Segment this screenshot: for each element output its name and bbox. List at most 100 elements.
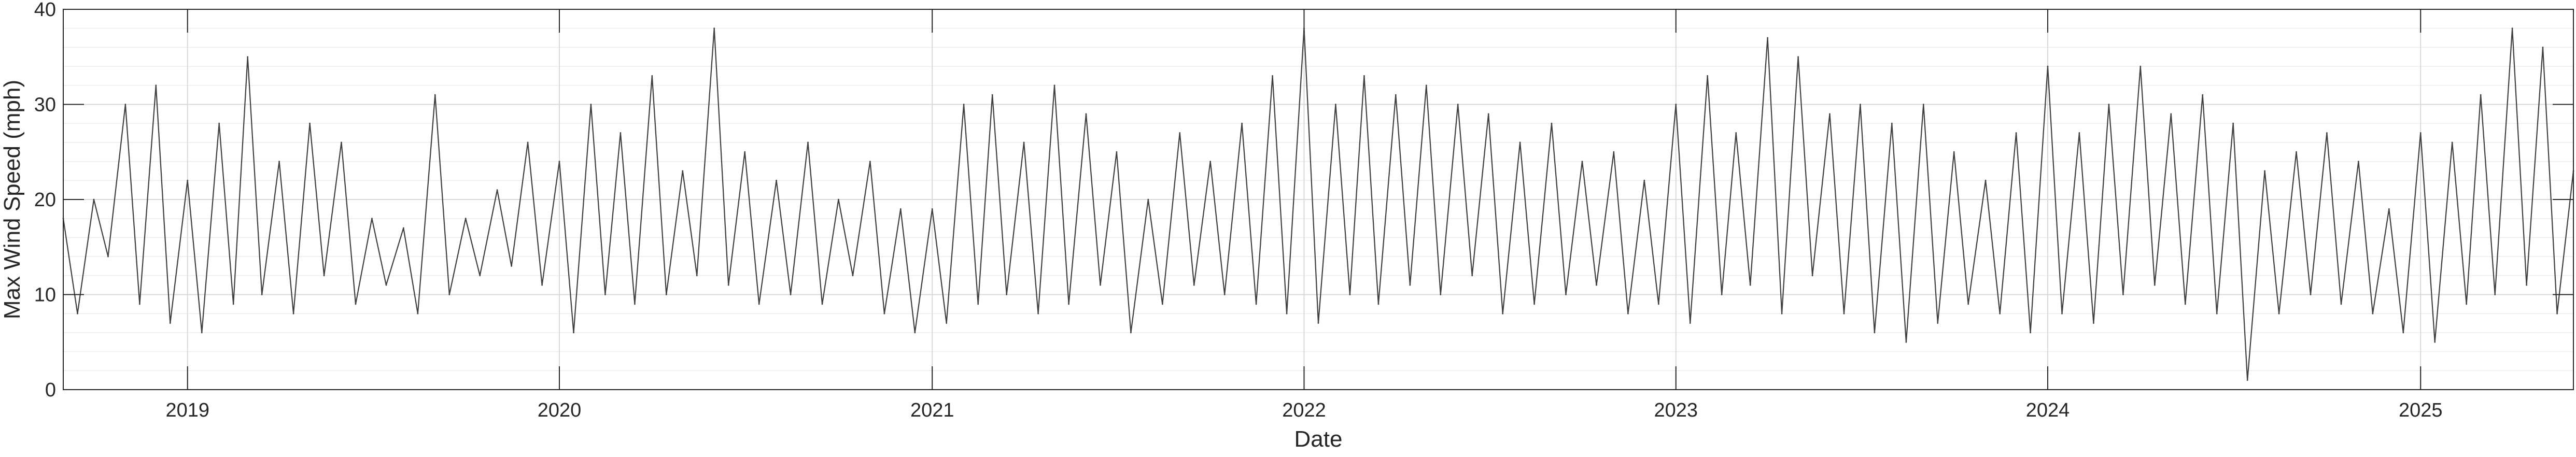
data-point — [1860, 104, 1861, 105]
data-point — [541, 284, 543, 286]
data-point — [776, 179, 777, 181]
data-point — [1286, 312, 1288, 315]
data-point — [77, 312, 78, 315]
data-point — [1241, 122, 1243, 124]
data-point — [931, 208, 933, 210]
x-tick-label: 2025 — [2399, 399, 2443, 421]
x-tick-label: 2021 — [910, 399, 954, 421]
data-point — [2451, 141, 2453, 144]
data-point — [1874, 332, 1876, 334]
data-point — [1053, 84, 1055, 87]
data-point — [2296, 151, 2297, 153]
data-point — [2372, 312, 2374, 315]
data-point — [309, 122, 311, 124]
data-point — [1551, 122, 1553, 124]
data-point — [247, 56, 249, 58]
data-point — [558, 161, 560, 162]
data-point — [1255, 303, 1257, 305]
data-point — [807, 141, 809, 144]
data-point — [1596, 284, 1597, 286]
data-point — [696, 275, 698, 277]
data-point — [385, 284, 387, 286]
data-point — [2153, 284, 2156, 286]
data-point — [2494, 294, 2496, 295]
y-tick-label: 10 — [34, 284, 56, 306]
data-point — [2232, 122, 2234, 124]
data-point — [1440, 294, 1442, 295]
data-point — [479, 275, 481, 277]
data-point — [1953, 151, 1955, 153]
data-point — [1023, 141, 1025, 144]
data-point — [417, 312, 419, 315]
data-point — [1100, 284, 1101, 286]
data-point — [1487, 113, 1489, 115]
data-point — [2216, 312, 2218, 315]
x-tick-label: 2019 — [165, 399, 209, 421]
data-point — [292, 312, 294, 315]
data-point — [758, 303, 760, 305]
data-point — [991, 94, 993, 96]
data-point — [1767, 37, 1769, 39]
data-point — [1409, 284, 1411, 286]
data-point — [1581, 161, 1583, 162]
data-point — [2139, 65, 2142, 67]
data-point — [2184, 303, 2186, 305]
x-tick-label: 2020 — [538, 399, 582, 421]
data-point — [2388, 208, 2390, 210]
data-point — [1657, 303, 1659, 305]
data-point — [883, 312, 885, 315]
x-tick-label: 2023 — [1654, 399, 1698, 421]
data-point — [124, 104, 126, 105]
data-point — [138, 303, 140, 305]
data-point — [1811, 275, 1813, 277]
data-point — [1519, 141, 1521, 144]
data-point — [899, 208, 902, 210]
data-point — [2202, 94, 2204, 96]
data-point — [1147, 198, 1149, 201]
data-point — [371, 218, 373, 220]
data-point — [946, 322, 948, 324]
data-point — [1613, 151, 1615, 153]
data-point — [2402, 332, 2404, 334]
data-point — [323, 275, 325, 277]
data-point — [1843, 312, 1845, 315]
data-point — [1130, 332, 1132, 334]
data-point — [651, 75, 653, 77]
data-point — [1209, 161, 1212, 162]
data-point — [278, 161, 280, 162]
data-point — [2122, 294, 2124, 295]
data-point — [434, 94, 436, 96]
data-point — [93, 198, 95, 201]
data-point — [790, 294, 792, 295]
data-point — [448, 294, 451, 295]
data-point — [634, 303, 636, 305]
data-point — [1223, 294, 1226, 295]
data-point — [1922, 104, 1924, 105]
data-point — [821, 303, 823, 305]
data-point — [1905, 341, 1907, 343]
data-point — [1502, 312, 1504, 315]
data-point — [2061, 312, 2063, 315]
data-point — [355, 303, 357, 305]
data-point — [1675, 104, 1677, 105]
data-point — [1068, 303, 1069, 305]
data-point — [169, 322, 171, 324]
data-point — [2170, 113, 2172, 115]
data-point — [682, 170, 684, 172]
data-point — [1735, 132, 1737, 134]
data-point — [1457, 104, 1459, 105]
data-point — [1116, 151, 1118, 153]
data-point — [744, 151, 746, 153]
data-point — [2511, 27, 2513, 30]
data-point — [2278, 312, 2280, 315]
data-point — [1937, 322, 1939, 324]
y-tick-label: 30 — [34, 94, 56, 116]
data-point — [2108, 104, 2110, 105]
data-point — [1377, 303, 1380, 305]
data-point — [1967, 303, 1969, 305]
data-point — [1193, 284, 1195, 286]
data-point — [2093, 322, 2094, 324]
data-point — [402, 227, 404, 229]
